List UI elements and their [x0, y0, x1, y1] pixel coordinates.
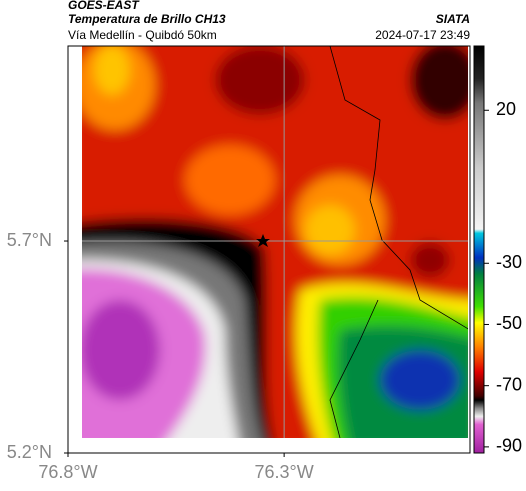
source: SIATA [436, 12, 470, 26]
location-marker [256, 234, 270, 247]
colorbar-tick-label: 20 [496, 99, 516, 119]
colorbar-tick-label: -70 [496, 374, 522, 394]
lon-tick-label: 76.3°W [255, 462, 314, 482]
lat-tick-label: 5.2°N [7, 442, 52, 462]
subtitle: Temperatura de Brillo CH13 [68, 12, 226, 26]
map-frame [67, 45, 471, 454]
colorbar-tick-label: -90 [496, 436, 522, 456]
title: GOES-EAST [68, 0, 140, 12]
satellite-image [82, 46, 468, 438]
colorbar-tick-label: -50 [496, 313, 522, 333]
lon-tick-label: 76.8°W [38, 462, 97, 482]
colorbar [473, 45, 485, 454]
lat-tick-label: 5.7°N [7, 230, 52, 250]
timestamp: 2024-07-17 23:49 [375, 28, 470, 42]
location: Vía Medellín - Quibdó 50km [68, 28, 217, 42]
colorbar-tick-label: -30 [496, 252, 522, 272]
